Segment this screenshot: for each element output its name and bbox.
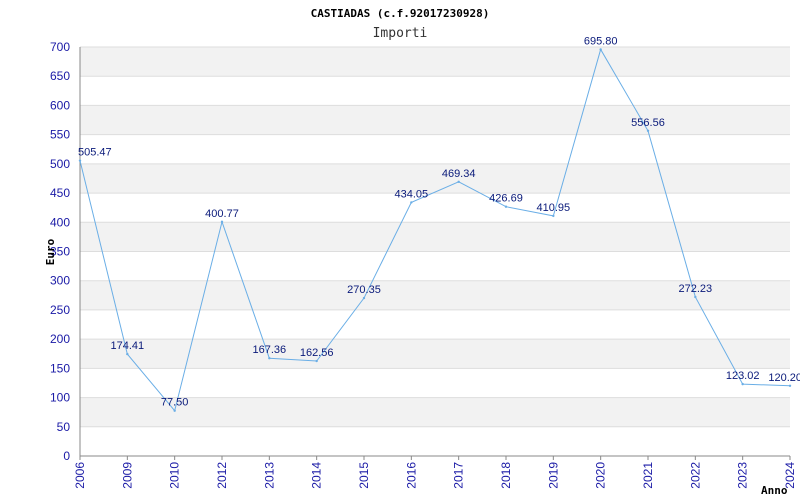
grid-band (80, 47, 790, 76)
y-tick-label: 100 (50, 391, 70, 405)
x-tick-label: 2013 (262, 462, 276, 489)
data-point (315, 360, 317, 362)
x-tick-label: 2022 (688, 462, 702, 489)
data-label: 77.50 (161, 397, 189, 409)
grid-band (80, 427, 790, 456)
data-point (268, 357, 270, 359)
y-tick-label: 50 (57, 420, 71, 434)
x-tick-label: 2012 (215, 462, 229, 489)
data-point (221, 221, 223, 223)
x-tick-label: 2016 (404, 462, 418, 489)
data-label: 123.02 (726, 370, 760, 382)
data-point (789, 385, 791, 387)
x-tick-label: 2006 (73, 462, 87, 489)
y-tick-label: 200 (50, 332, 70, 346)
y-tick-label: 400 (50, 215, 70, 229)
x-tick-label: 2019 (546, 462, 560, 489)
grid-band (80, 105, 790, 134)
data-point (552, 215, 554, 217)
x-axis-label: Anno (761, 484, 788, 497)
grid-band (80, 222, 790, 251)
x-tick-label: 2017 (452, 462, 466, 489)
y-tick-label: 0 (63, 449, 70, 463)
x-tick-label: 2010 (168, 462, 182, 489)
grid-band (80, 368, 790, 397)
data-point (741, 383, 743, 385)
y-tick-label: 650 (50, 69, 70, 83)
grid-band (80, 76, 790, 105)
x-tick-label: 2018 (499, 462, 513, 489)
data-label: 270.35 (347, 284, 381, 296)
y-tick-label: 250 (50, 303, 70, 317)
y-tick-label: 450 (50, 186, 70, 200)
data-label: 410.95 (537, 202, 571, 214)
chart-title: CASTIADAS (c.f.92017230928) (311, 7, 490, 20)
y-tick-label: 600 (50, 98, 70, 112)
data-label: 434.05 (395, 188, 429, 200)
data-label: 556.56 (631, 117, 665, 129)
x-tick-label: 2020 (594, 462, 608, 489)
data-point (363, 297, 365, 299)
y-tick-label: 700 (50, 40, 70, 54)
grid-band (80, 135, 790, 164)
data-label: 272.23 (679, 283, 713, 295)
x-tick-labels: 2006 2009 2010 2012 2013 2014 2015 2016 2017 2018… (73, 456, 797, 489)
data-label: 120.20 (768, 372, 800, 384)
x-tick-label: 2009 (120, 462, 134, 489)
data-label: 695.80 (584, 35, 618, 47)
data-label: 167.36 (253, 344, 287, 356)
data-point (694, 296, 696, 298)
y-tick-label: 500 (50, 157, 70, 171)
y-tick-label: 300 (50, 274, 70, 288)
data-point (647, 130, 649, 132)
data-label: 162.56 (300, 347, 334, 359)
grid-band (80, 310, 790, 339)
data-label: 400.77 (205, 208, 239, 220)
grid-band (80, 193, 790, 222)
x-tick-label: 2015 (357, 462, 371, 489)
data-point (599, 48, 601, 50)
data-point (505, 205, 507, 207)
data-label: 426.69 (489, 193, 523, 205)
x-tick-label: 2014 (310, 462, 324, 489)
y-tick-label: 550 (50, 128, 70, 142)
x-tick-label: 2021 (641, 462, 655, 489)
chart-subtitle: Importi (373, 26, 428, 41)
y-tick-label: 150 (50, 361, 70, 375)
data-label: 469.34 (442, 168, 476, 180)
grid-band (80, 164, 790, 193)
y-axis-label: Euro (44, 238, 57, 265)
data-label: 505.47 (78, 147, 112, 159)
data-point (457, 181, 459, 183)
x-tick-label: 2023 (736, 462, 750, 489)
data-point (79, 159, 81, 161)
data-point (410, 201, 412, 203)
data-point (126, 353, 128, 355)
data-point (173, 410, 175, 412)
data-label: 174.41 (111, 340, 145, 352)
